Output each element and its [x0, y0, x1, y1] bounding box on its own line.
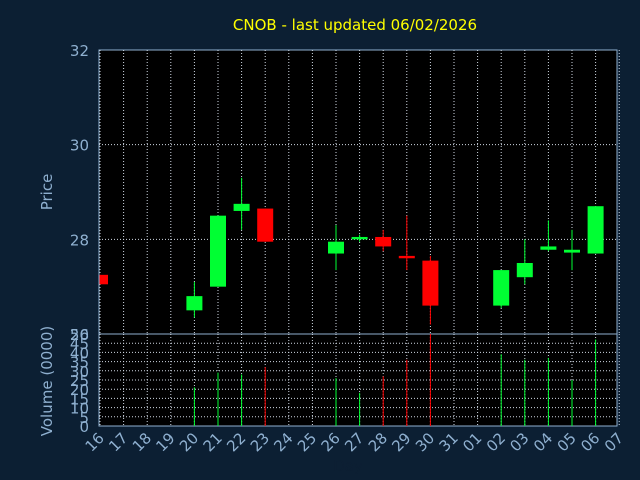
chart-title: CNOB - last updated 06/02/2026 — [233, 16, 477, 34]
volume-y-tick-label: 50 — [70, 326, 89, 344]
candle-body — [210, 215, 226, 287]
candle-body — [257, 208, 274, 242]
volume-y-tick-label: 0 — [79, 418, 89, 436]
volume-y-tick-label: 25 — [70, 372, 89, 390]
x-tick-labels: 1617181920212223242526272829303101020304… — [82, 429, 627, 455]
volume-y-tick-label: 20 — [70, 381, 89, 399]
volume-y-tick-label: 10 — [70, 400, 89, 418]
volume-y-tick-label: 15 — [70, 390, 89, 408]
price-axis-title: Price — [38, 174, 56, 211]
volume-axis-title: Volume (0000) — [38, 326, 56, 436]
candle-body — [398, 255, 415, 259]
price-y-tick-label: 32 — [70, 42, 89, 60]
price-plot-area — [98, 49, 618, 335]
price-y-tick-labels: 26 28 30 32 — [70, 42, 89, 344]
volume-y-tick-label: 30 — [70, 363, 89, 381]
candle-body — [493, 270, 510, 306]
volume-y-tick-label: 5 — [79, 409, 89, 427]
x-axis-title: Day — [333, 457, 363, 475]
price-y-tick-label: 30 — [70, 137, 89, 155]
candle-body — [186, 296, 203, 311]
candle-body — [540, 246, 557, 250]
candle-body — [328, 241, 344, 254]
volume-y-tick-label: 45 — [70, 335, 89, 353]
candle-body — [233, 203, 250, 211]
candle-body — [351, 236, 368, 240]
price-y-tick-label: 28 — [70, 231, 89, 249]
candle-body — [516, 263, 533, 278]
price-y-tick-label: 26 — [70, 326, 89, 344]
volume-y-tick-label: 40 — [70, 344, 89, 362]
candle-body — [422, 260, 439, 306]
candles — [99, 177, 604, 325]
volume-y-tick-label: 35 — [70, 354, 89, 372]
candle-body — [564, 249, 580, 253]
candle-body — [100, 274, 108, 285]
candle-body — [587, 206, 604, 254]
candle-body — [375, 236, 392, 247]
volume-bars — [193, 334, 597, 426]
